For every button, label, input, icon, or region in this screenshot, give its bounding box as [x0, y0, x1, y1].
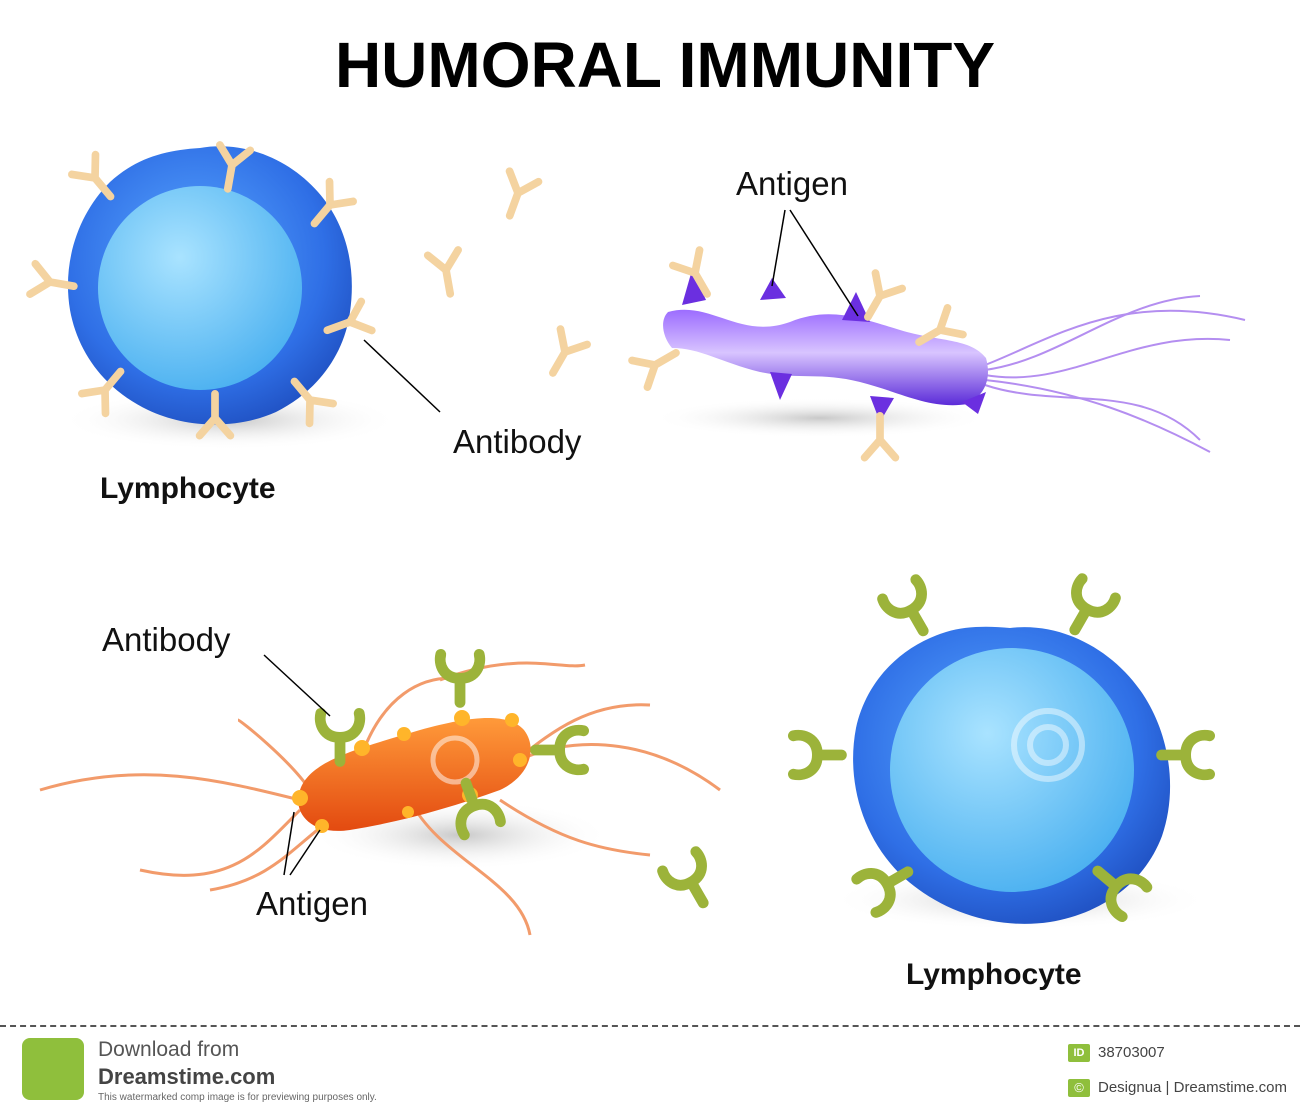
- antibody: [68, 150, 115, 201]
- antibody: [216, 141, 255, 193]
- watermark-note: This watermarked comp image is for previ…: [98, 1092, 377, 1103]
- label-antigen-bottom: Antigen: [256, 885, 368, 922]
- label-antibody-bottom: Antibody: [102, 621, 231, 658]
- antibody: [549, 325, 591, 377]
- antibody: [864, 269, 906, 321]
- antibody: [530, 724, 590, 776]
- download-from-text: Download from: [98, 1038, 240, 1061]
- watermark-swirl: [1027, 724, 1069, 766]
- antibody: [669, 246, 711, 298]
- antibody: [877, 574, 929, 637]
- antibody: [915, 304, 967, 346]
- antibody: [310, 177, 357, 228]
- antibody: [787, 729, 847, 781]
- antibody: [314, 707, 366, 767]
- flagella: [984, 295, 1246, 453]
- bacterium-body: [663, 309, 988, 406]
- watermark-swirl: [430, 735, 480, 785]
- label-antibody-top: Antibody: [453, 423, 582, 460]
- bacterium-purple: [663, 270, 1246, 453]
- lymphocyte-nucleus: [98, 186, 302, 390]
- antibody: [1156, 729, 1216, 781]
- bacterium-orange: [39, 661, 721, 936]
- leader-antigen-bottom-1: [283, 811, 295, 876]
- leader-antigen-bottom-2: [289, 829, 321, 876]
- antibody: [455, 777, 506, 841]
- lymphocyte-nucleus: [890, 648, 1134, 892]
- antibody: [434, 648, 486, 708]
- antibody: [26, 259, 78, 298]
- antibody: [78, 367, 125, 418]
- antibodies-beige: [26, 141, 967, 462]
- lymphocyte-left: [67, 146, 352, 425]
- watermark-swirl: [1011, 708, 1085, 782]
- label-lymphocyte-right: Lymphocyte: [906, 958, 1082, 991]
- leader-lines: [263, 209, 859, 876]
- antibodies-green: [314, 573, 1216, 922]
- leader-antibody-top: [363, 339, 441, 413]
- antibody: [657, 846, 709, 909]
- antibody: [1069, 573, 1121, 636]
- label-lymphocyte-left: Lymphocyte: [100, 472, 276, 505]
- dreamstime-logo-icon: [22, 1038, 84, 1100]
- leader-antigen-top-1: [771, 209, 786, 287]
- antibody: [628, 349, 680, 391]
- leader-antibody-bottom: [263, 654, 331, 717]
- lymphocyte-right: [853, 626, 1171, 924]
- antibody: [323, 297, 376, 335]
- id-badge: ID: [1068, 1044, 1090, 1062]
- leader-antigen-top-2: [789, 209, 859, 317]
- antibody: [851, 866, 914, 918]
- footer-divider: [0, 1025, 1300, 1027]
- label-antigen-top: Antigen: [736, 165, 848, 202]
- shadow: [650, 398, 990, 438]
- copyright-icon: ©: [1068, 1079, 1090, 1097]
- credit-text: Designua | Dreamstime.com: [1098, 1079, 1287, 1096]
- antigen-spikes: [682, 270, 986, 422]
- image-id: 38703007: [1098, 1044, 1165, 1061]
- antibody: [290, 377, 337, 428]
- antibody: [195, 389, 235, 440]
- dreamstime-site-text: Dreamstime.com: [98, 1064, 276, 1089]
- diagram-title: HUMORAL IMMUNITY: [334, 29, 996, 101]
- antibody: [505, 167, 543, 220]
- antibody: [1092, 865, 1153, 922]
- antibody: [860, 411, 900, 462]
- antibody: [423, 246, 462, 298]
